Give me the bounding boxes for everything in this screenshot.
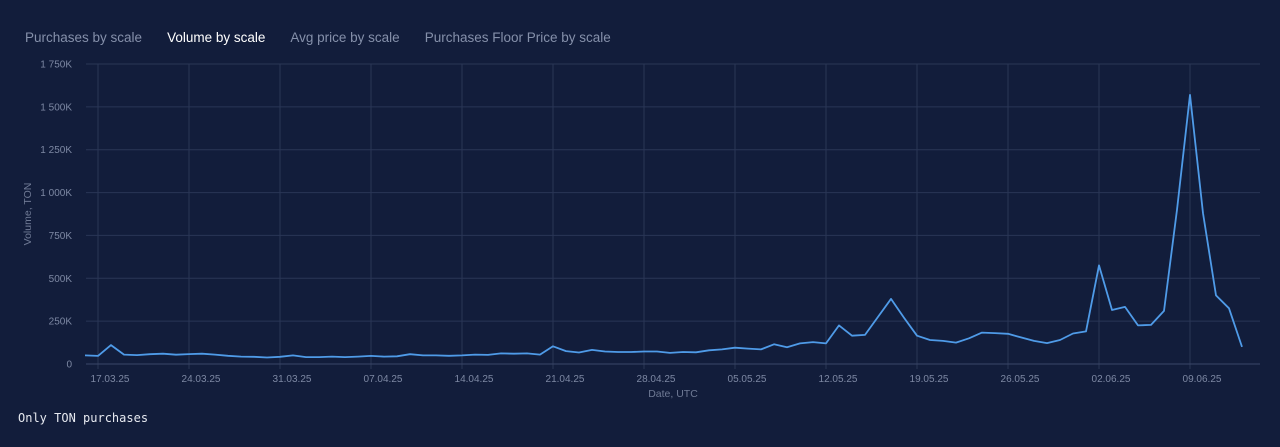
x-tick-label: 12.05.25 [819, 374, 858, 385]
tab-volume-by-scale[interactable]: Volume by scale [167, 30, 266, 45]
x-tick-label: 19.05.25 [910, 374, 949, 385]
y-tick-label: 1 500K [40, 102, 72, 113]
y-axis-label: Volume, TON [22, 183, 34, 246]
y-tick-label: 1 000K [40, 188, 72, 199]
x-tick-label: 26.05.25 [1001, 374, 1040, 385]
x-tick-label: 21.04.25 [546, 374, 585, 385]
y-tick-label: 1 250K [40, 145, 72, 156]
y-tick-label: 0 [66, 360, 72, 371]
y-tick-label: 250K [49, 317, 73, 328]
x-tick-label: 09.06.25 [1183, 374, 1222, 385]
x-tick-label: 05.05.25 [728, 374, 767, 385]
tab-purchases-floor-price-by-scale[interactable]: Purchases Floor Price by scale [424, 30, 611, 45]
y-tick-label: 750K [49, 231, 73, 242]
y-axis-ticks: 0 250K 500K 750K 1 000K 1 250K 1 500K 1 750K [40, 60, 72, 371]
footnote-text: Only TON purchases [18, 411, 149, 425]
x-tick-label: 31.03.25 [273, 374, 312, 385]
chart-grid [86, 63, 1260, 369]
chart-tabs: Purchases by scale Volume by scale Avg p… [25, 29, 636, 46]
tab-purchases-by-scale[interactable]: Purchases by scale [25, 30, 143, 45]
volume-series-line [84, 94, 1243, 359]
x-tick-label: 28.04.25 [637, 374, 676, 385]
tab-avg-price-by-scale[interactable]: Avg price by scale [290, 30, 400, 45]
chart-series [84, 94, 1243, 359]
x-tick-label: 02.06.25 [1092, 374, 1131, 385]
x-tick-label: 14.04.25 [455, 374, 494, 385]
x-axis-ticks: 17.03.25 24.03.25 31.03.25 07.04.25 14.04.25… [91, 374, 1222, 385]
y-tick-label: 500K [49, 274, 73, 285]
x-tick-label: 24.03.25 [182, 374, 221, 385]
x-tick-label: 17.03.25 [91, 374, 130, 385]
x-axis-label: Date, UTC [648, 388, 698, 400]
y-tick-label: 1 750K [40, 60, 72, 71]
x-tick-label: 07.04.25 [364, 374, 403, 385]
